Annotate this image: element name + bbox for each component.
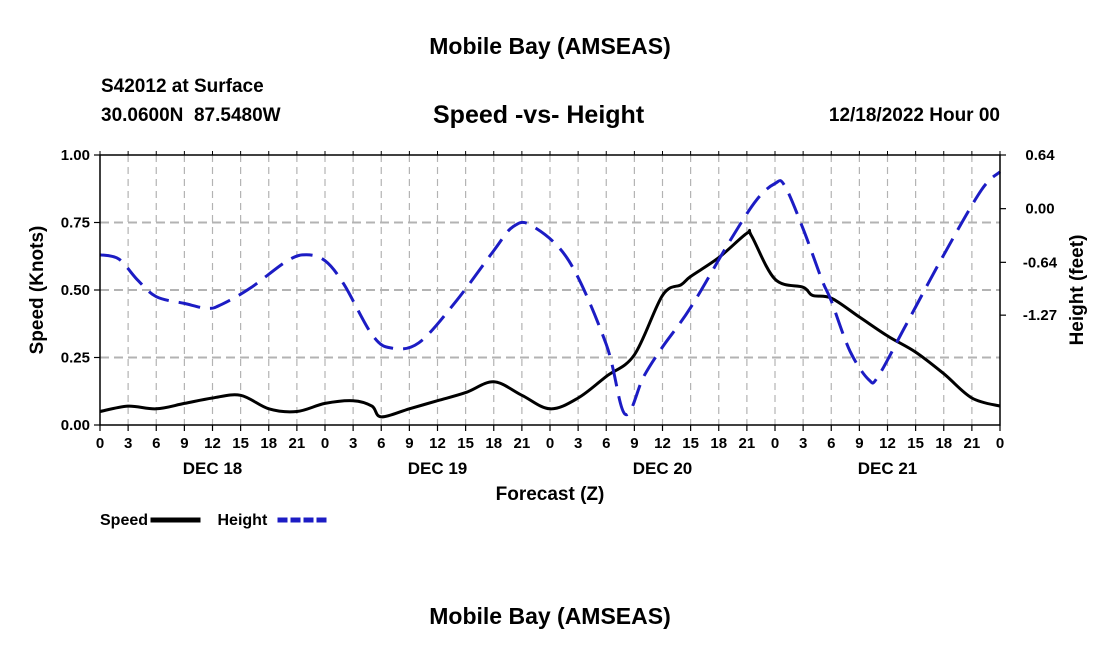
x-day-label: DEC 21 xyxy=(858,459,918,478)
y2-tick-label: -0.64 xyxy=(1023,254,1058,271)
height-legend-label: Height xyxy=(218,512,268,529)
x-tick-label: 12 xyxy=(654,435,671,452)
height-series-line xyxy=(99,170,1002,416)
x-tick-label: 18 xyxy=(935,435,952,452)
y-tick-label: 1.00 xyxy=(61,147,90,164)
x-tick-label: 12 xyxy=(204,435,221,452)
x-tick-label: 9 xyxy=(630,435,638,452)
page-title: Mobile Bay (AMSEAS) xyxy=(429,33,671,59)
x-tick-label: 0 xyxy=(996,435,1004,452)
x-tick-label: 12 xyxy=(879,435,896,452)
x-axis-title: Forecast (Z) xyxy=(496,484,605,505)
x-tick-label: 15 xyxy=(232,435,249,452)
x-tick-label: 9 xyxy=(180,435,188,452)
x-tick-label: 0 xyxy=(546,435,554,452)
x-tick-label: 3 xyxy=(349,435,357,452)
y2-axis-title: Height (feet) xyxy=(1067,235,1088,346)
x-tick-label: 0 xyxy=(321,435,329,452)
x-tick-label: 15 xyxy=(457,435,474,452)
x-tick-label: 12 xyxy=(429,435,446,452)
y2-tick-label: 0.64 xyxy=(1025,147,1055,164)
speed-legend-label: Speed xyxy=(100,512,148,529)
x-tick-label: 6 xyxy=(152,435,160,452)
x-tick-label: 18 xyxy=(260,435,277,452)
x-day-label: DEC 19 xyxy=(408,459,468,478)
x-tick-label: 3 xyxy=(799,435,807,452)
y2-tick-label: -1.27 xyxy=(1023,307,1057,324)
x-tick-label: 21 xyxy=(964,435,981,452)
x-tick-label: 21 xyxy=(739,435,756,452)
x-tick-label: 9 xyxy=(855,435,863,452)
speed-height-chart: 0 3 6 9 12 15 18 21 0 3 6 9 12 15 18 21 0 3 6 9 12 15 18 21 0 3 6 9… xyxy=(27,147,1088,529)
datetime-label: 12/18/2022 Hour 00 xyxy=(828,105,1000,126)
y-tick-label: 0.00 xyxy=(61,417,90,434)
station-label: S42012 at Surface xyxy=(101,76,264,97)
x-tick-label: 21 xyxy=(514,435,531,452)
x-tick-label: 15 xyxy=(907,435,924,452)
footer-title: Mobile Bay (AMSEAS) xyxy=(429,603,671,629)
grid-lines xyxy=(100,155,1000,425)
x-tick-label: 3 xyxy=(574,435,582,452)
coordinates-label: 30.0600N 87.5480W xyxy=(101,105,281,126)
y-tick-label: 0.75 xyxy=(61,215,90,232)
x-tick-label: 18 xyxy=(485,435,502,452)
x-tick-label: 6 xyxy=(602,435,610,452)
x-tick-label: 6 xyxy=(827,435,835,452)
x-tick-label: 0 xyxy=(96,435,104,452)
x-day-label: DEC 20 xyxy=(633,459,693,478)
chart-title: Speed -vs- Height xyxy=(433,101,645,129)
legend: Speed Height xyxy=(100,512,328,529)
x-tick-label: 21 xyxy=(289,435,306,452)
x-tick-label: 18 xyxy=(710,435,727,452)
series-lines xyxy=(99,170,1002,419)
y-tick-label: 0.50 xyxy=(61,282,90,299)
y-axis-title: Speed (Knots) xyxy=(27,226,48,355)
y2-tick-label: 0.00 xyxy=(1025,201,1054,218)
x-day-label: DEC 18 xyxy=(183,459,243,478)
x-tick-label: 3 xyxy=(124,435,132,452)
x-tick-label: 0 xyxy=(771,435,779,452)
x-tick-label: 9 xyxy=(405,435,413,452)
x-tick-label: 15 xyxy=(682,435,699,452)
y-tick-label: 0.25 xyxy=(61,350,90,367)
axes: 0 3 6 9 12 15 18 21 0 3 6 9 12 15 18 21 0 3 6 9 12 15 18 21 0 3 6 9… xyxy=(27,147,1088,505)
x-tick-label: 6 xyxy=(377,435,385,452)
